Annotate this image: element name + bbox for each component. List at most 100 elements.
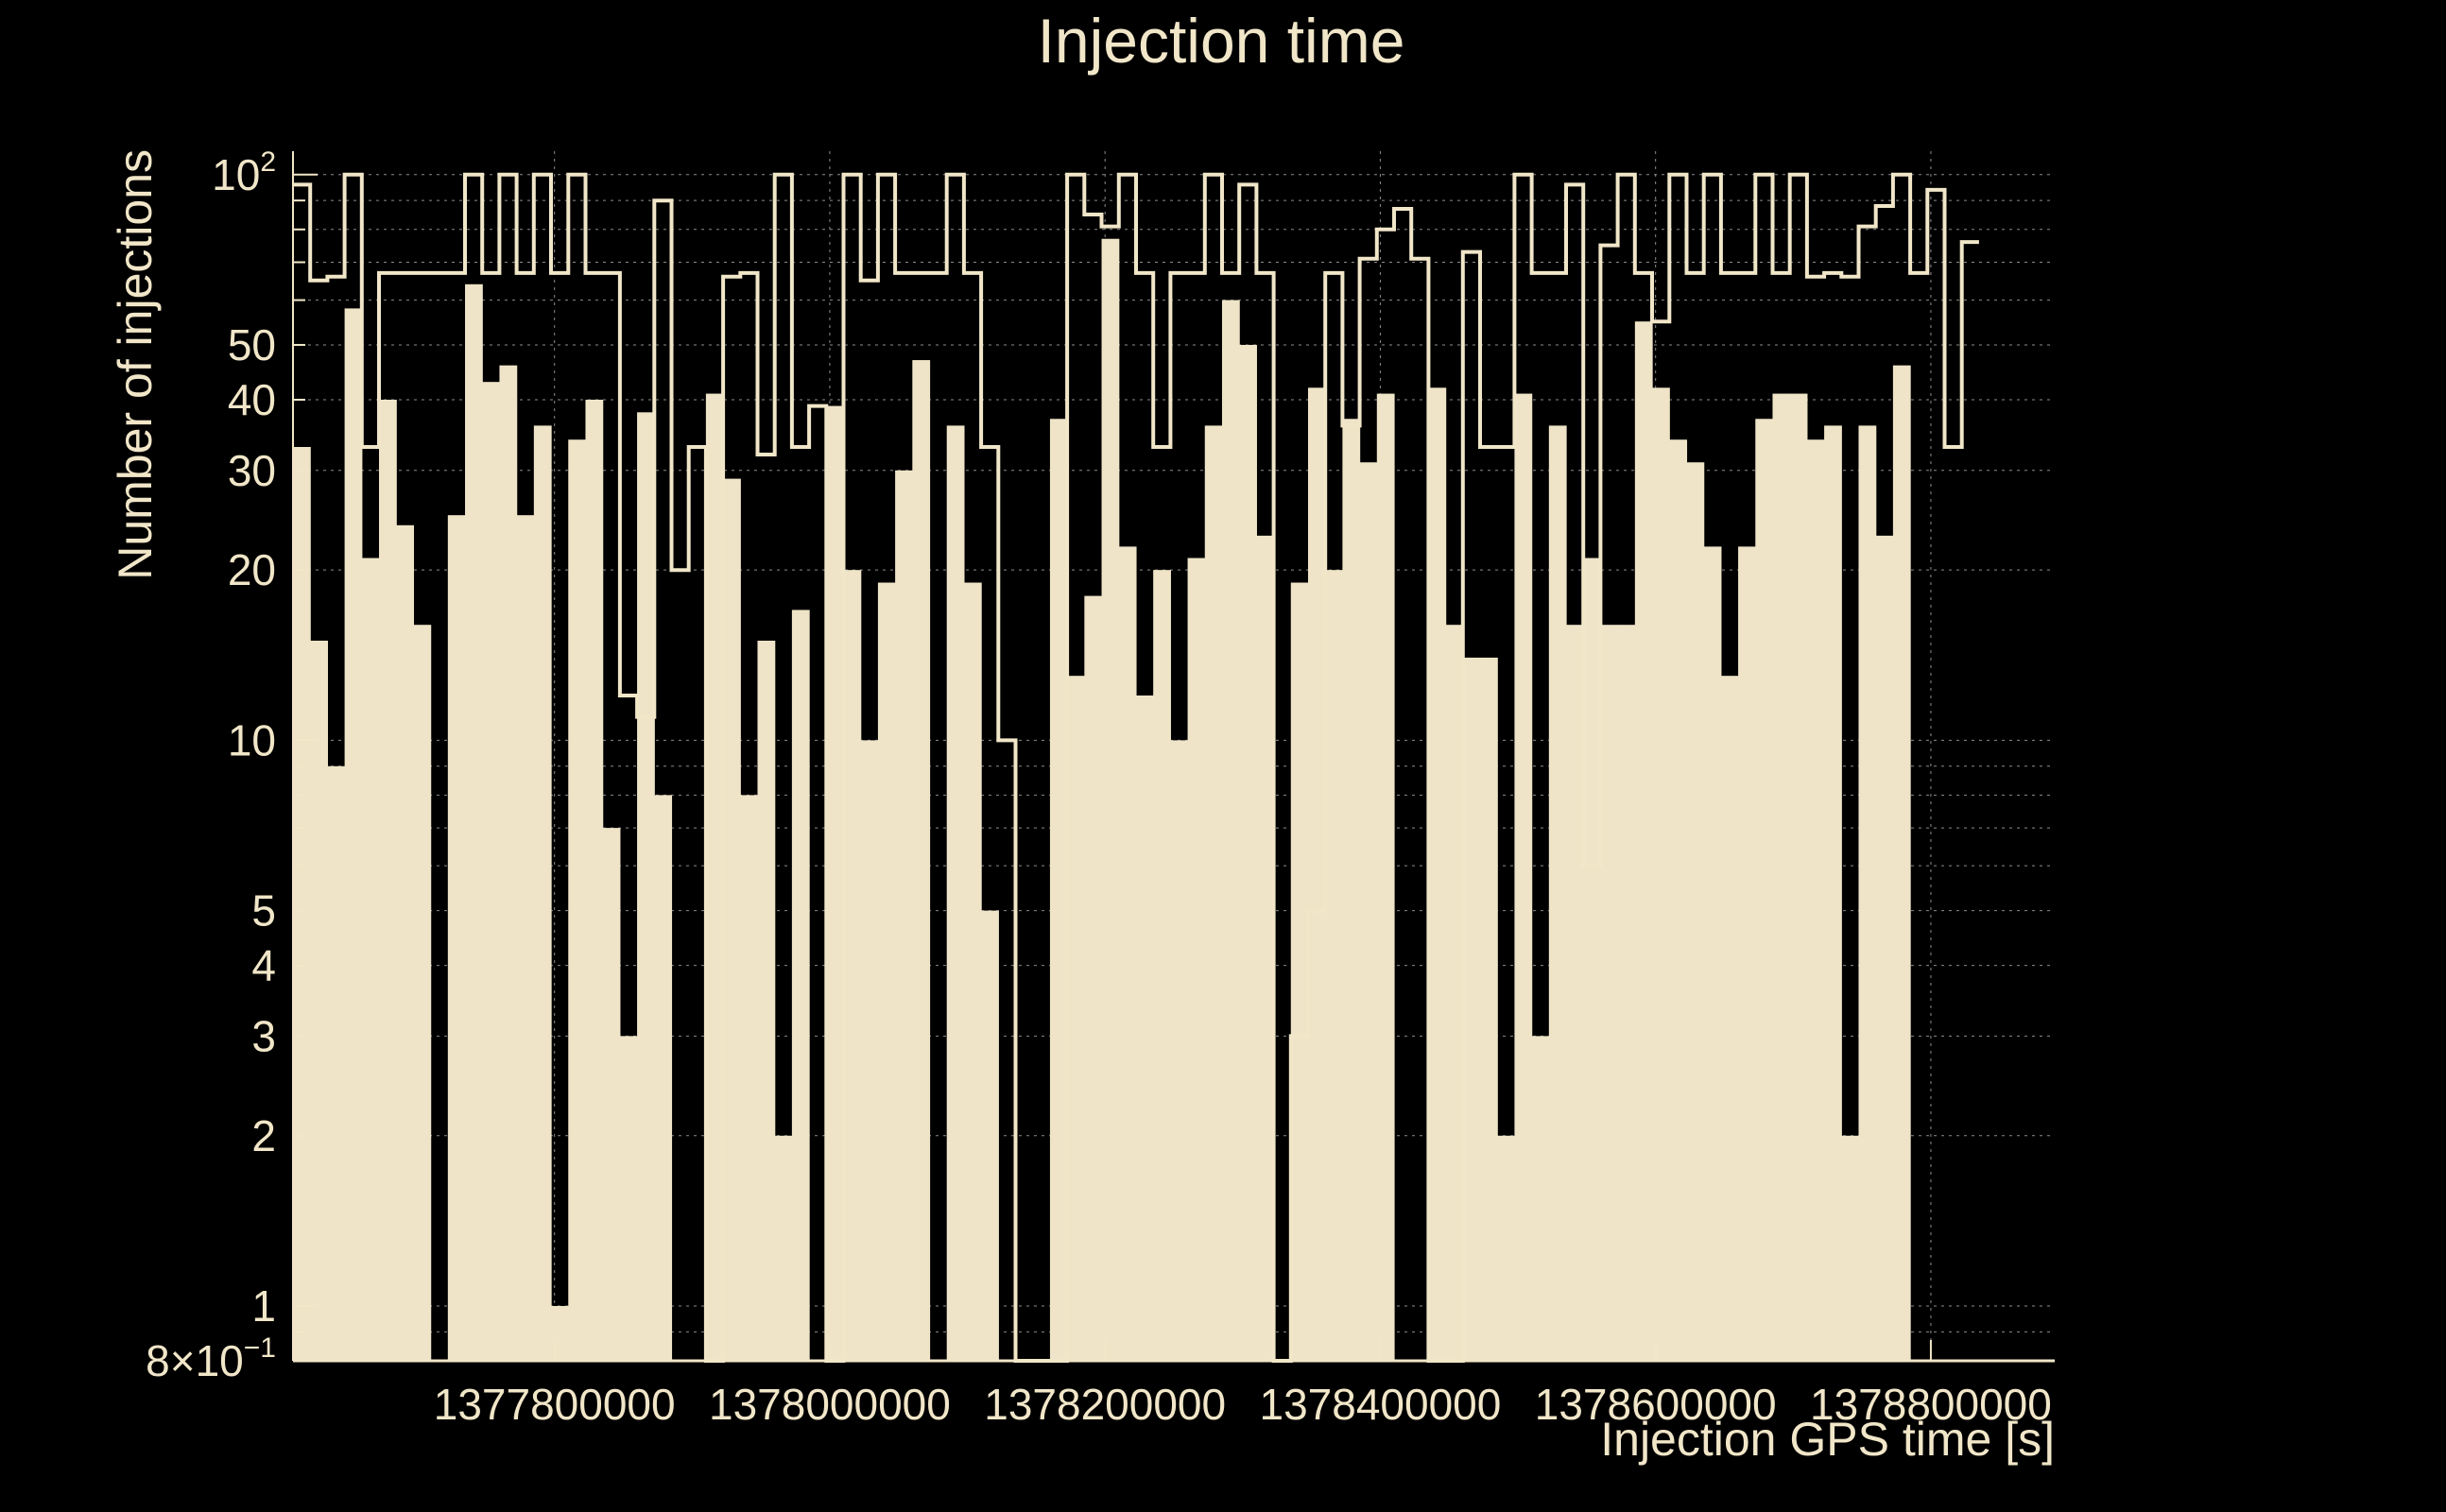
histogram-bar	[1342, 419, 1361, 1361]
histogram-bar	[568, 439, 587, 1361]
histogram-bar	[946, 425, 965, 1362]
histogram-bar	[551, 1305, 569, 1361]
y-axis-label: Number of injections	[109, 149, 162, 580]
histogram-bar	[1824, 425, 1842, 1362]
histogram-bar	[860, 740, 879, 1361]
histogram-bar	[1497, 1135, 1516, 1361]
histogram-bar	[1256, 535, 1275, 1361]
y-tick-label: 20	[228, 545, 276, 594]
step-histogram-series	[293, 172, 1979, 1363]
histogram-bar	[1617, 625, 1636, 1361]
y-tick-label: 50	[228, 320, 276, 369]
histogram-bar	[1135, 695, 1154, 1361]
histogram-bar	[637, 412, 655, 1361]
histogram-bar	[1204, 425, 1223, 1362]
y-tick-label: 40	[228, 375, 276, 424]
y-tick-label: 102	[212, 146, 276, 199]
histogram-bar	[912, 360, 931, 1361]
histogram-bar	[791, 610, 810, 1361]
histogram-bar	[1669, 439, 1688, 1361]
plot-frame	[292, 151, 2055, 1363]
histogram-bar	[1531, 1036, 1550, 1361]
histogram-bar	[1772, 393, 1791, 1362]
histogram-bar	[1583, 558, 1602, 1361]
histogram-bar	[1703, 546, 1722, 1361]
histogram-bar	[963, 582, 982, 1361]
histogram-bar	[1600, 625, 1619, 1361]
y-tick-label: 4	[251, 941, 276, 990]
histogram-bar	[723, 478, 741, 1361]
histogram-bar	[1514, 393, 1533, 1362]
histogram-bar	[757, 640, 776, 1361]
histogram-bar	[1652, 387, 1670, 1361]
histogram-bar	[602, 828, 621, 1361]
histogram-bar	[877, 582, 896, 1361]
histogram-bar	[482, 382, 501, 1361]
histogram-bar	[1789, 393, 1808, 1362]
x-axis-label: Injection GPS time [s]	[1600, 1413, 2055, 1466]
histogram-bar	[344, 308, 363, 1361]
histogram-bar	[516, 515, 535, 1361]
x-tick-label: 1378200000	[984, 1380, 1226, 1429]
histogram-bar	[396, 524, 415, 1361]
histogram-bar	[1892, 365, 1911, 1361]
histogram-bar	[1428, 387, 1447, 1361]
histogram-bar	[310, 640, 329, 1361]
histogram-bar	[1686, 462, 1705, 1361]
histogram-bar	[895, 470, 913, 1362]
y-tick-label: 3	[251, 1011, 276, 1060]
histogram-bar	[619, 1036, 638, 1361]
chart-title: Injection time	[1038, 6, 1405, 76]
histogram-bar	[447, 515, 466, 1361]
x-tick-label: 1378400000	[1260, 1380, 1502, 1429]
x-tick-label: 1378600000	[1535, 1380, 1777, 1429]
histogram-bar	[1118, 546, 1137, 1361]
y-tick-label: 30	[228, 446, 276, 495]
y-tick-label: 10	[228, 715, 276, 765]
histogram-bar	[654, 795, 673, 1361]
histogram-bar	[1755, 419, 1774, 1361]
histogram-bar	[826, 405, 845, 1361]
histogram-bar	[465, 284, 483, 1361]
histogram-bar	[705, 393, 724, 1362]
histogram-bar	[981, 910, 999, 1361]
histogram-bar	[1307, 387, 1326, 1361]
histogram-bar	[533, 425, 552, 1362]
y-tick-label: 5	[251, 886, 276, 936]
histogram-bar	[1548, 425, 1567, 1362]
x-tick-label: 1378800000	[1810, 1380, 2052, 1429]
histogram-bar	[293, 446, 311, 1361]
histogram-bar	[327, 765, 346, 1361]
histogram-bar	[499, 365, 518, 1361]
histogram-bar	[585, 399, 604, 1361]
x-tick-label: 1377800000	[434, 1380, 676, 1429]
histogram-bar	[1634, 321, 1653, 1361]
histogram-bar	[1738, 546, 1756, 1361]
histogram-bar	[1239, 344, 1257, 1362]
histogram-bar	[1806, 439, 1825, 1361]
histogram-bar	[1325, 570, 1343, 1361]
histogram-bar	[1049, 419, 1068, 1361]
histogram-bar	[1359, 462, 1378, 1361]
histogram-bar	[361, 558, 380, 1361]
y-tick-label: 1	[251, 1281, 276, 1331]
histogram-bar	[379, 399, 397, 1361]
histogram-bar	[1067, 676, 1085, 1361]
histogram-bar	[413, 625, 432, 1361]
histogram-bar	[1170, 740, 1189, 1361]
histogram-bar	[1445, 625, 1464, 1361]
histogram-bar	[1720, 676, 1739, 1361]
histogram-bar	[1875, 535, 1894, 1361]
filled-histogram-series	[293, 238, 1911, 1362]
y-tick-label: 2	[251, 1111, 276, 1160]
histogram-bar	[1221, 300, 1240, 1362]
histogram-bar	[843, 570, 862, 1361]
histogram-bar	[1101, 238, 1120, 1361]
histogram-bar	[1290, 582, 1309, 1361]
histogram-bar	[1376, 393, 1395, 1362]
histogram-bar	[1084, 595, 1103, 1361]
x-tick-label: 1378000000	[709, 1380, 951, 1429]
histogram-bar	[1858, 425, 1877, 1362]
